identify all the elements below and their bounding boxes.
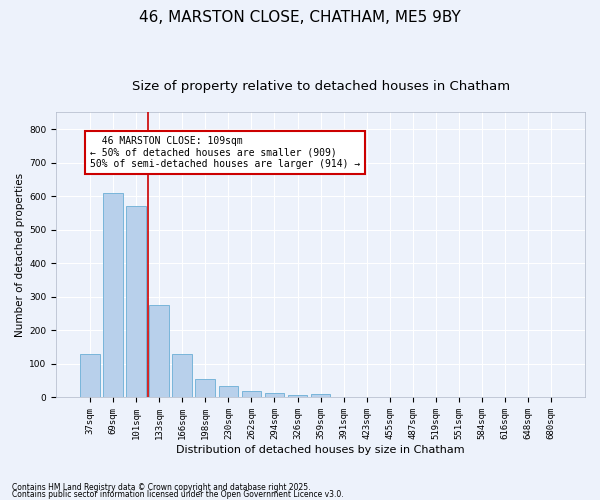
Text: Contains public sector information licensed under the Open Government Licence v3: Contains public sector information licen… xyxy=(12,490,344,499)
Bar xyxy=(334,397,353,398)
Bar xyxy=(288,395,307,398)
Bar xyxy=(126,206,146,398)
Bar xyxy=(172,354,192,398)
Y-axis label: Number of detached properties: Number of detached properties xyxy=(15,173,25,337)
Text: Contains HM Land Registry data © Crown copyright and database right 2025.: Contains HM Land Registry data © Crown c… xyxy=(12,484,311,492)
Bar xyxy=(242,392,261,398)
Bar xyxy=(311,394,331,398)
Text: 46, MARSTON CLOSE, CHATHAM, ME5 9BY: 46, MARSTON CLOSE, CHATHAM, ME5 9BY xyxy=(139,10,461,25)
Bar xyxy=(218,386,238,398)
Title: Size of property relative to detached houses in Chatham: Size of property relative to detached ho… xyxy=(131,80,509,93)
Bar xyxy=(80,354,100,398)
Bar xyxy=(265,393,284,398)
X-axis label: Distribution of detached houses by size in Chatham: Distribution of detached houses by size … xyxy=(176,445,465,455)
Bar xyxy=(149,305,169,398)
Bar xyxy=(196,379,215,398)
Text: 46 MARSTON CLOSE: 109sqm  
← 50% of detached houses are smaller (909)
50% of sem: 46 MARSTON CLOSE: 109sqm ← 50% of detach… xyxy=(90,136,361,169)
Bar xyxy=(103,193,123,398)
